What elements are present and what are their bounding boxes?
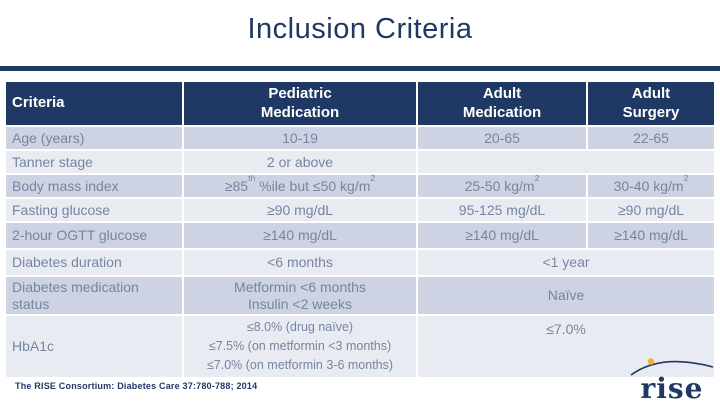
hba1c-line: ≤7.5% (on metformin <3 months): [208, 339, 392, 354]
table-row-ogtt-glucose: 2-hour OGTT glucose ≥140 mg/dL ≥140 mg/d…: [6, 223, 714, 248]
header-line: Pediatric: [268, 85, 332, 103]
cell-fasting-pediatric: ≥90 mg/dL: [184, 199, 416, 221]
page-title: Inclusion Criteria: [247, 13, 473, 45]
header-criteria: Criteria: [6, 82, 182, 125]
cell-hba1c-adult-merged: ≤7.0%: [418, 316, 714, 377]
bmi-text: %ile but ≤50 kg/m: [255, 177, 371, 194]
header-line: Adult: [631, 85, 671, 103]
row-label-age: Age (years): [6, 127, 182, 149]
cell-bmi-pediatric: ≥85th %ile but ≤50 kg/m2: [184, 175, 416, 197]
cell-fasting-adult-medication: 95-125 mg/dL: [418, 199, 586, 221]
header-adult-medication: Adult Medication: [418, 82, 586, 125]
bmi-text: 30-40 kg/m: [613, 177, 684, 194]
bmi-text: ≥85: [224, 177, 249, 194]
row-label-medication-status: Diabetes medication status: [6, 277, 182, 314]
cell-bmi-adult-surgery: 30-40 kg/m2: [588, 175, 714, 197]
inclusion-criteria-table: Criteria Pediatric Medication Adult Medica…: [4, 80, 716, 379]
hba1c-line: ≤7.0% (on metformin 3-6 months): [206, 357, 394, 372]
cell-age-adult-medication: 20-65: [418, 127, 586, 149]
header-line: Adult: [482, 85, 522, 103]
table-row-tanner: Tanner stage 2 or above: [6, 151, 714, 173]
table-row-bmi: Body mass index ≥85th %ile but ≤50 kg/m2…: [6, 175, 714, 197]
header-line: Medication: [462, 103, 542, 121]
table-row-medication-status: Diabetes medication status Metformin <6 …: [6, 277, 714, 314]
row-label-ogtt-glucose: 2-hour OGTT glucose: [6, 223, 182, 248]
cell-age-pediatric: 10-19: [184, 127, 416, 149]
bmi-superscript: 2: [534, 175, 540, 184]
bmi-text: 25-50 kg/m: [464, 177, 535, 194]
row-label-diabetes-duration: Diabetes duration: [6, 250, 182, 275]
cell-med-status-pediatric: Metformin <6 months Insulin <2 weeks: [184, 277, 416, 314]
header-line: Medication: [260, 103, 340, 121]
cell-ogtt-adult-surgery: ≥140 mg/dL: [588, 223, 714, 248]
row-label-fasting-glucose: Fasting glucose: [6, 199, 182, 221]
cell-age-adult-surgery: 22-65: [588, 127, 714, 149]
header-pediatric-medication: Pediatric Medication: [184, 82, 416, 125]
cell-tanner-adult-merged: [418, 151, 714, 173]
hba1c-line: ≤8.0% (drug naïve): [246, 320, 354, 335]
bmi-superscript: 2: [683, 175, 689, 184]
table-header-row: Criteria Pediatric Medication Adult Medica…: [6, 82, 714, 125]
cell-tanner-pediatric: 2 or above: [184, 151, 416, 173]
bmi-superscript: th: [248, 175, 256, 184]
table-row-hba1c: HbA1c ≤8.0% (drug naïve) ≤7.5% (on metfo…: [6, 316, 714, 377]
table-row-diabetes-duration: Diabetes duration <6 months <1 year: [6, 250, 714, 275]
row-label-bmi: Body mass index: [6, 175, 182, 197]
rise-logo-arc-icon: [630, 358, 714, 376]
cell-fasting-adult-surgery: ≥90 mg/dL: [588, 199, 714, 221]
cell-bmi-adult-medication: 25-50 kg/m2: [418, 175, 586, 197]
table-row-fasting-glucose: Fasting glucose ≥90 mg/dL 95-125 mg/dL ≥…: [6, 199, 714, 221]
rise-logo-text: rise: [640, 372, 704, 405]
citation-text: The RISE Consortium: Diabetes Care 37:78…: [15, 381, 258, 391]
header-adult-surgery: Adult Surgery: [588, 82, 714, 125]
cell-duration-pediatric: <6 months: [184, 250, 416, 275]
row-label-tanner: Tanner stage: [6, 151, 182, 173]
cell-med-status-adult-merged: Naïve: [418, 277, 714, 314]
cell-hba1c-pediatric: ≤8.0% (drug naïve) ≤7.5% (on metformin <…: [184, 316, 416, 377]
cell-ogtt-adult-medication: ≥140 mg/dL: [418, 223, 586, 248]
med-status-line: Metformin <6 months: [234, 278, 366, 295]
bmi-superscript: 2: [370, 175, 376, 184]
header-line: Surgery: [622, 103, 680, 121]
table-row-age: Age (years) 10-19 20-65 22-65: [6, 127, 714, 149]
med-status-line: Insulin <2 weeks: [248, 295, 352, 312]
title-divider-bar: [0, 66, 720, 71]
row-label-hba1c: HbA1c: [6, 316, 182, 377]
cell-duration-adult-merged: <1 year: [418, 250, 714, 275]
cell-ogtt-pediatric: ≥140 mg/dL: [184, 223, 416, 248]
rise-logo: rise: [628, 354, 716, 405]
